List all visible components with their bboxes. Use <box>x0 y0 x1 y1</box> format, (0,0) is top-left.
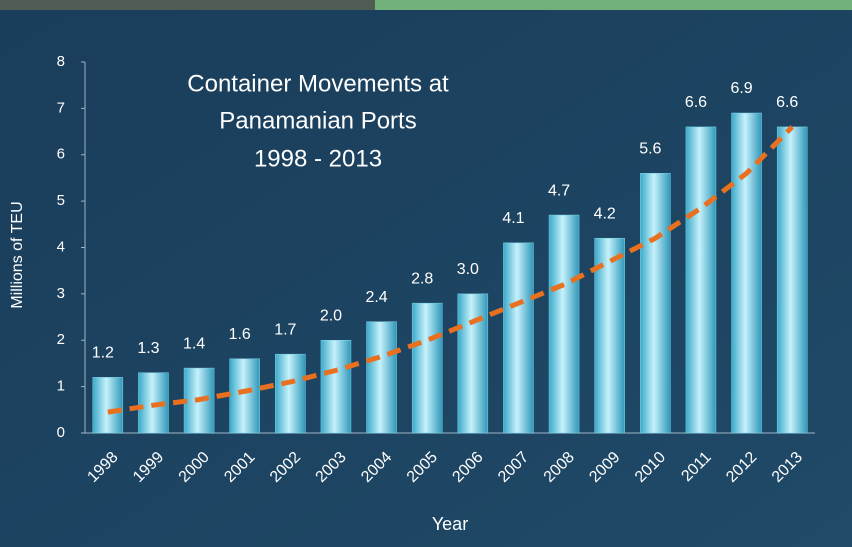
y-tick-label: 6 <box>57 146 65 163</box>
data-label: 4.2 <box>594 205 616 222</box>
data-label: 3.0 <box>457 261 479 278</box>
data-label: 1.6 <box>229 326 251 343</box>
data-label: 1.4 <box>183 335 205 352</box>
bar <box>458 294 488 433</box>
bar <box>686 127 716 433</box>
data-label: 4.1 <box>502 210 524 227</box>
y-tick-label: 7 <box>57 99 65 116</box>
top-strip <box>375 0 852 10</box>
chart-title: Panamanian Ports <box>219 107 416 134</box>
y-axis-label: Millions of TEU <box>9 201 26 308</box>
page: Container Movements at Panamanian Ports … <box>0 0 852 547</box>
y-tick-label: 0 <box>57 424 65 441</box>
bar <box>412 303 442 433</box>
data-label: 6.6 <box>776 94 798 111</box>
chart: Container Movements at Panamanian Ports … <box>0 0 852 547</box>
chart-title: Container Movements at <box>187 70 449 97</box>
data-label: 5.6 <box>639 141 661 158</box>
bar <box>275 354 305 433</box>
chart-title: 1998 - 2013 <box>254 145 382 172</box>
data-label: 1.2 <box>92 345 114 362</box>
data-label: 2.8 <box>411 270 433 287</box>
data-label: 2.4 <box>365 289 387 306</box>
bar <box>640 173 670 433</box>
data-label: 6.9 <box>730 80 752 97</box>
y-tick-label: 5 <box>57 192 65 209</box>
data-label: 2.0 <box>320 307 342 324</box>
bar <box>503 243 533 433</box>
y-tick-label: 3 <box>57 285 65 302</box>
y-tick-label: 1 <box>57 378 65 395</box>
data-label: 6.6 <box>685 94 707 111</box>
top-strip <box>0 0 375 10</box>
y-tick-label: 4 <box>57 238 65 255</box>
data-label: 1.7 <box>274 321 296 338</box>
bar <box>230 359 260 433</box>
y-tick-label: 8 <box>57 53 65 70</box>
data-label: 1.3 <box>137 340 159 357</box>
x-axis-label: Year <box>432 514 468 534</box>
bar <box>93 377 123 433</box>
bar <box>367 322 397 433</box>
data-label: 4.7 <box>548 182 570 199</box>
bar <box>777 127 807 433</box>
bar <box>321 340 351 433</box>
y-tick-label: 2 <box>57 331 65 348</box>
bar <box>549 215 579 433</box>
